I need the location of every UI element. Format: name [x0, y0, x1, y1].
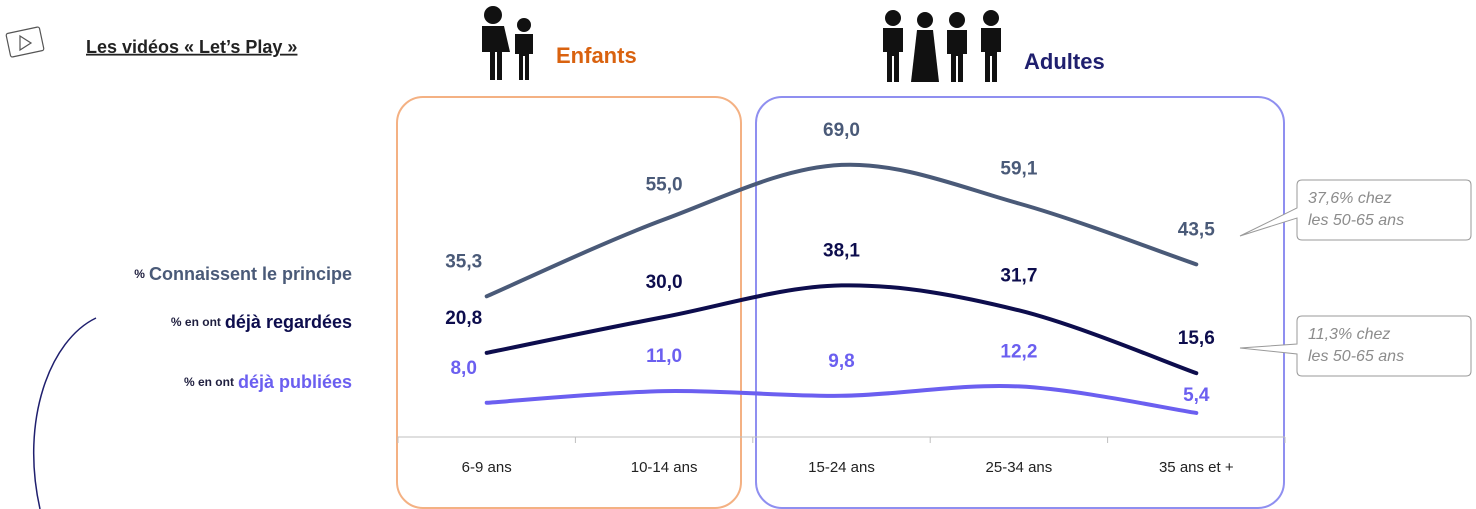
data-label: 15,6 [1178, 328, 1215, 349]
legend-prefix: % [134, 267, 145, 281]
x-tick-label: 10-14 ans [631, 459, 698, 476]
series-line [484, 162, 1199, 299]
callout [1239, 179, 1472, 241]
children-box [396, 96, 742, 509]
x-tick-label: 6-9 ans [462, 459, 512, 476]
annotation: 37,6% chez [1308, 190, 1392, 207]
data-label: 69,0 [823, 120, 860, 141]
adults-box [755, 96, 1285, 509]
legend-prefix: % en ont [184, 375, 234, 389]
data-label: 30,0 [646, 272, 683, 293]
data-label: 59,1 [1000, 159, 1037, 180]
data-label: 35,3 [445, 251, 482, 272]
legend-entry: % en ont déjà regardées [171, 312, 352, 332]
legend-prefix: % en ont [171, 315, 221, 329]
annotation: 11,3% chez [1308, 326, 1390, 343]
title: Les vidéos « Let’s Play » [86, 37, 297, 57]
callout [1239, 315, 1472, 377]
legend-label: déjà regardées [225, 312, 352, 332]
data-label: 20,8 [445, 308, 482, 329]
series-line [484, 283, 1199, 376]
legend-entry: % en ont déjà publiées [184, 372, 352, 392]
group-label: Adultes [1024, 49, 1105, 74]
annotation: les 50-65 ans [1308, 212, 1404, 229]
data-label: 9,8 [828, 351, 854, 372]
x-tick-label: 35 ans et + [1159, 459, 1234, 476]
data-label: 38,1 [823, 240, 860, 261]
series-line [484, 383, 1199, 415]
data-label: 8,0 [450, 358, 476, 379]
legend-entry: % Connaissent le principe [134, 264, 352, 284]
data-label: 31,7 [1000, 265, 1037, 286]
children-icon [482, 6, 533, 80]
data-label: 12,2 [1000, 341, 1037, 362]
annotation: les 50-65 ans [1308, 348, 1404, 365]
legend-label: Connaissent le principe [149, 264, 352, 284]
data-label: 11,0 [646, 346, 682, 367]
video-icon [5, 26, 45, 58]
legend-label: déjà publiées [238, 372, 352, 392]
group-label: Enfants [556, 43, 637, 68]
x-tick-label: 25-34 ans [986, 459, 1053, 476]
legend-bracket [33, 317, 97, 509]
x-tick-label: 15-24 ans [808, 459, 875, 476]
data-label: 55,0 [646, 175, 683, 196]
data-label: 5,4 [1183, 385, 1210, 406]
adults-icon [883, 10, 1001, 82]
data-label: 43,5 [1178, 219, 1215, 240]
